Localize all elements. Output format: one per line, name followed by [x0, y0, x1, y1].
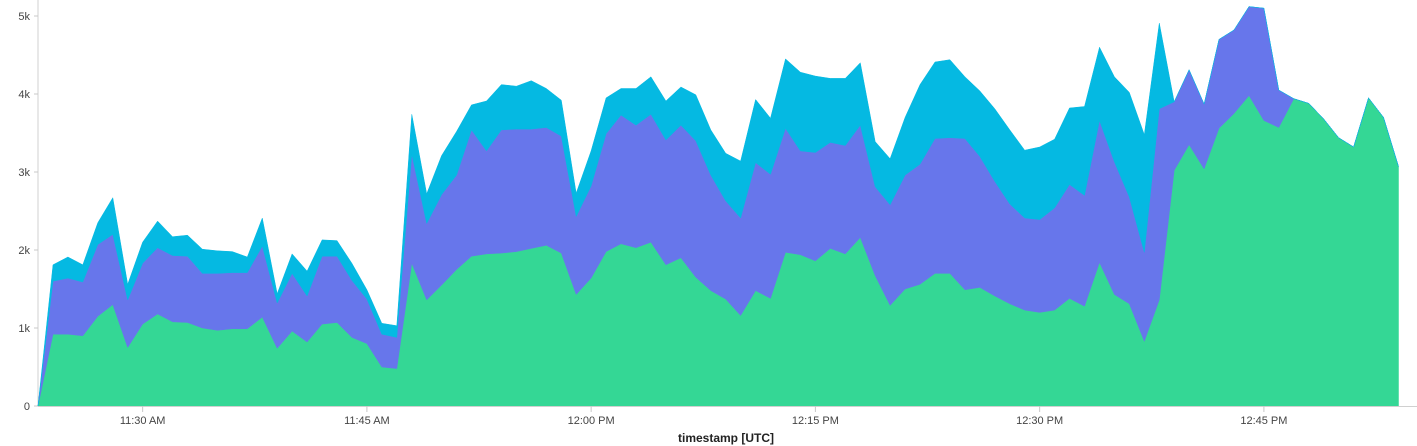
y-tick-label: 5k: [18, 11, 30, 23]
x-tick-label: 11:30 AM: [120, 415, 166, 427]
y-tick-label: 1k: [18, 323, 30, 335]
area-series-3[interactable]: [37, 6, 1399, 407]
x-tick-label: 12:45 PM: [1240, 415, 1287, 427]
chart-plot-area: [37, 6, 1399, 407]
y-tick-label: 3k: [18, 167, 30, 179]
x-tick-label: 12:00 PM: [568, 415, 615, 427]
x-tick-label: 12:15 PM: [792, 415, 839, 427]
y-axis: 0 1k 2k 3k 4k 5k: [18, 0, 39, 413]
x-axis-title: timestamp [UTC]: [678, 431, 774, 445]
x-axis: 11:30 AM 11:45 AM 12:00 PM 12:15 PM 12:30 PM…: [38, 406, 1417, 427]
y-tick-label: 4k: [18, 89, 30, 101]
x-tick-label: 12:30 PM: [1016, 415, 1063, 427]
x-tick-label: 11:45 AM: [344, 415, 390, 427]
y-tick-label: 2k: [18, 245, 30, 257]
y-tick-label: 0: [24, 401, 30, 413]
